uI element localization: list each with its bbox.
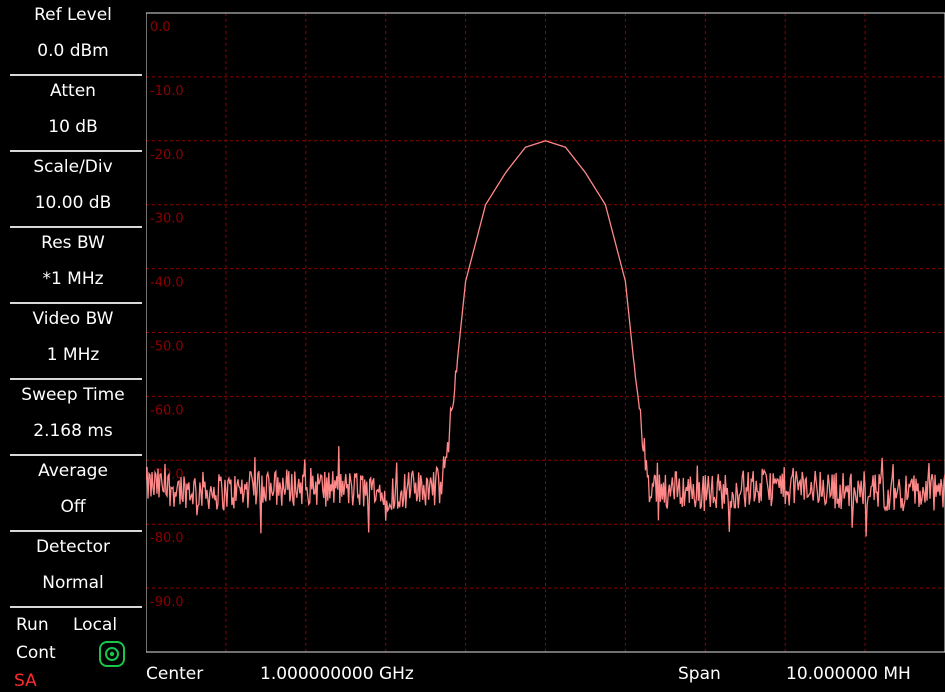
divider (10, 606, 142, 608)
ref-level-param[interactable]: Ref Level 0.0 dBm (0, 0, 146, 76)
graticule (146, 13, 945, 652)
y-tick-label: -30.0 (150, 212, 184, 227)
video-bw-label: Video BW (32, 309, 114, 329)
ref-level-value: 0.0 dBm (37, 41, 109, 61)
video-bw-param[interactable]: Video BW 1 MHz (0, 304, 146, 380)
detector-param[interactable]: Detector Normal (0, 532, 146, 608)
y-tick-label: 0.0 (150, 20, 171, 35)
sweep-time-value: 2.168 ms (33, 421, 113, 441)
atten-param[interactable]: Atten 10 dB (0, 76, 146, 152)
divider (10, 74, 142, 76)
res-bw-value: *1 MHz (42, 269, 104, 289)
scale-div-label: Scale/Div (33, 157, 113, 177)
divider (10, 454, 142, 456)
local-status: Local (73, 615, 118, 635)
y-tick-label: -10.0 (150, 84, 184, 99)
run-status[interactable]: Run (16, 615, 49, 635)
scale-div-value: 10.00 dB (34, 193, 112, 213)
res-bw-label: Res BW (41, 233, 105, 253)
span-value[interactable]: 10.000000 MH (786, 664, 911, 684)
y-tick-label: -80.0 (150, 531, 184, 546)
center-freq-label: Center (146, 664, 204, 684)
y-axis-labels: 0.0-10.0-20.0-30.0-40.0-50.0-60.0-70.0-8… (150, 20, 184, 610)
y-tick-label: -60.0 (150, 403, 184, 418)
atten-value: 10 dB (48, 117, 98, 137)
detector-value: Normal (42, 573, 104, 593)
sweep-mode-status[interactable]: Cont (16, 643, 56, 663)
detector-label: Detector (35, 537, 111, 557)
atten-label: Atten (50, 81, 96, 101)
sweep-time-param[interactable]: Sweep Time 2.168 ms (0, 380, 146, 456)
video-bw-value: 1 MHz (46, 345, 100, 365)
spectrum-trace (145, 140, 945, 537)
divider (10, 378, 142, 380)
mode-indicator: SA (14, 671, 37, 691)
y-tick-label: -50.0 (150, 340, 184, 355)
sweep-time-label: Sweep Time (21, 385, 125, 405)
span-label: Span (678, 664, 721, 684)
res-bw-param[interactable]: Res BW *1 MHz (0, 228, 146, 304)
divider (10, 226, 142, 228)
divider (10, 302, 142, 304)
y-tick-label: -90.0 (150, 595, 184, 610)
average-label: Average (38, 461, 108, 481)
divider (10, 150, 142, 152)
parameter-sidebar: Ref Level 0.0 dBm Atten 10 dB Scale/Div … (0, 0, 146, 691)
y-tick-label: -20.0 (150, 148, 184, 163)
scale-div-param[interactable]: Scale/Div 10.00 dB (0, 152, 146, 228)
target-icon (99, 641, 125, 667)
divider (10, 530, 142, 532)
average-value: Off (60, 497, 86, 517)
y-tick-label: -40.0 (150, 276, 184, 291)
ref-level-label: Ref Level (34, 5, 112, 25)
center-freq-value[interactable]: 1.000000000 GHz (260, 664, 414, 684)
plot-border (145, 12, 945, 653)
average-param[interactable]: Average Off (0, 456, 146, 532)
